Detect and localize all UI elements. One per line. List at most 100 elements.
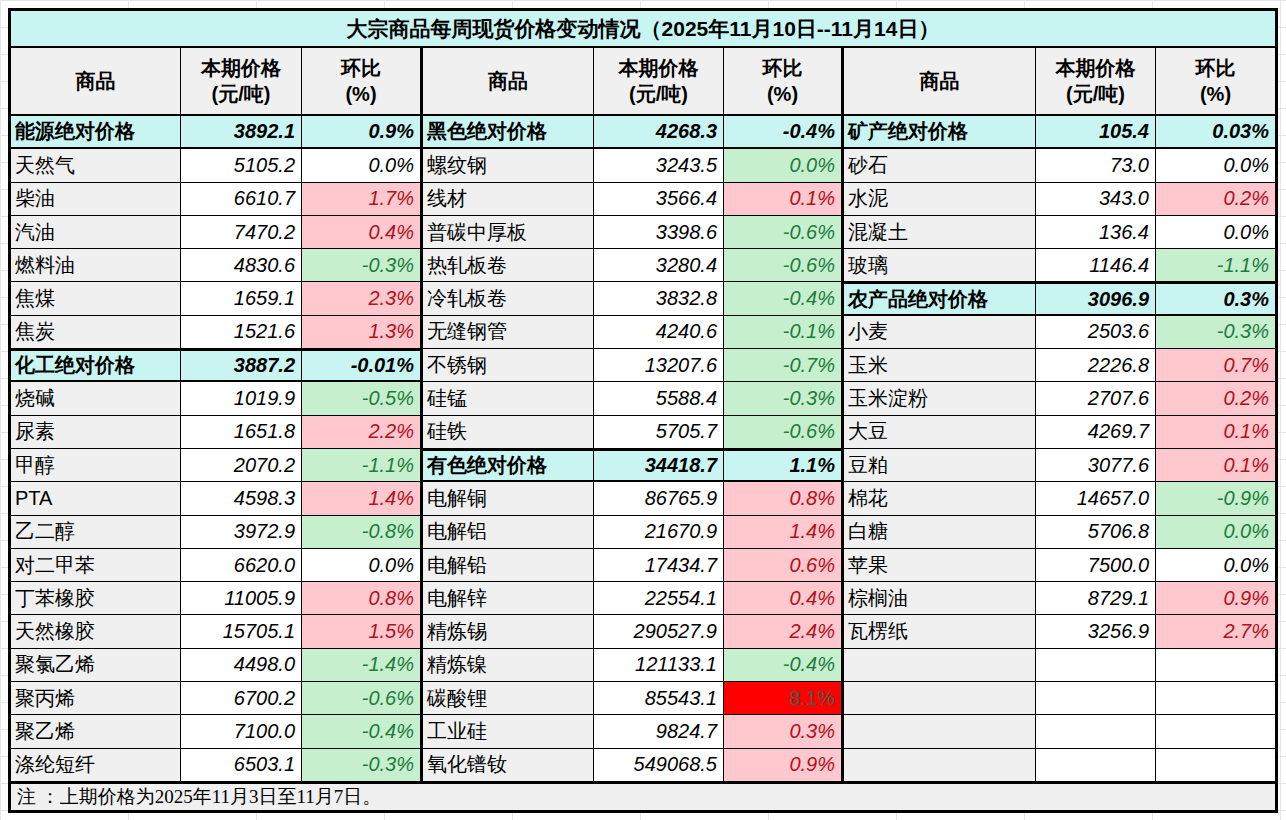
commodity-name-cell[interactable]: 水泥 [844,183,1036,216]
commodity-name-cell[interactable]: 棉花 [844,482,1036,515]
change-cell[interactable]: 0.1% [1156,416,1275,449]
commodity-name-cell[interactable]: 砂石 [844,149,1036,182]
commodity-name-cell[interactable]: 碳酸锂 [423,682,594,715]
commodity-name-cell[interactable]: 尿素 [11,416,181,449]
change-cell[interactable]: -0.01% [302,349,423,382]
price-cell[interactable]: 4498.0 [181,649,302,682]
commodity-name-cell[interactable]: 热轧板卷 [423,249,594,282]
commodity-name-cell[interactable]: 柴油 [11,183,181,216]
price-cell[interactable]: 3566.4 [594,183,724,216]
change-cell[interactable]: 1.3% [302,316,423,349]
commodity-name-cell[interactable]: 有色绝对价格 [423,449,594,482]
change-cell[interactable]: -0.3% [724,382,844,415]
commodity-name-cell[interactable]: 农产品绝对价格 [844,282,1036,315]
price-cell[interactable]: 6620.0 [181,549,302,582]
commodity-name-cell[interactable]: 汽油 [11,216,181,249]
price-cell[interactable]: 4598.3 [181,482,302,515]
change-cell[interactable]: 0.0% [302,549,423,582]
price-cell[interactable]: 2503.6 [1036,316,1156,349]
price-cell[interactable]: 4269.7 [1036,416,1156,449]
price-cell[interactable]: 4240.6 [594,316,724,349]
price-cell[interactable]: 22554.1 [594,582,724,615]
price-cell[interactable]: 5705.7 [594,416,724,449]
change-cell[interactable] [1156,715,1275,748]
price-cell[interactable]: 5706.8 [1036,516,1156,549]
change-cell[interactable]: -0.8% [302,516,423,549]
commodity-name-cell[interactable]: 精炼锡 [423,615,594,648]
change-cell[interactable]: -0.6% [724,416,844,449]
price-cell[interactable]: 1019.9 [181,382,302,415]
price-cell[interactable]: 1521.6 [181,316,302,349]
price-cell[interactable]: 3892.1 [181,116,302,149]
change-cell[interactable]: 0.7% [1156,349,1275,382]
change-cell[interactable]: -0.4% [724,116,844,149]
change-cell[interactable]: 0.0% [1156,149,1275,182]
commodity-name-cell[interactable]: 乙二醇 [11,516,181,549]
price-cell[interactable]: 3077.6 [1036,449,1156,482]
price-cell[interactable]: 3972.9 [181,516,302,549]
change-cell[interactable]: 0.0% [302,149,423,182]
commodity-name-cell[interactable]: 线材 [423,183,594,216]
commodity-name-cell[interactable]: 棕榈油 [844,582,1036,615]
change-cell[interactable]: -1.1% [302,449,423,482]
change-cell[interactable]: -0.1% [724,316,844,349]
price-cell[interactable]: 11005.9 [181,582,302,615]
commodity-name-cell[interactable]: 丁苯橡胶 [11,582,181,615]
price-cell[interactable]: 15705.1 [181,615,302,648]
change-cell[interactable]: 2.2% [302,416,423,449]
price-cell[interactable]: 7100.0 [181,715,302,748]
change-cell[interactable]: 0.0% [1156,216,1275,249]
price-cell[interactable]: 14657.0 [1036,482,1156,515]
change-cell[interactable]: 0.2% [1156,382,1275,415]
change-cell[interactable]: -0.6% [302,682,423,715]
change-cell[interactable]: 2.7% [1156,615,1275,648]
price-cell[interactable]: 3096.9 [1036,282,1156,315]
change-cell[interactable]: 2.4% [724,615,844,648]
price-cell[interactable]: 86765.9 [594,482,724,515]
change-cell[interactable] [1156,682,1275,715]
price-cell[interactable]: 13207.6 [594,349,724,382]
header-change-2[interactable]: 环比 (%) [724,48,844,116]
change-cell[interactable]: -0.6% [724,249,844,282]
commodity-name-cell[interactable]: 电解铜 [423,482,594,515]
change-cell[interactable]: 0.9% [724,749,844,782]
price-cell[interactable]: 73.0 [1036,149,1156,182]
commodity-name-cell[interactable] [844,715,1036,748]
commodity-name-cell[interactable]: 白糖 [844,516,1036,549]
change-cell[interactable]: 1.1% [724,449,844,482]
commodity-name-cell[interactable]: 玻璃 [844,249,1036,282]
change-cell[interactable]: 0.3% [724,715,844,748]
commodity-name-cell[interactable]: 玉米 [844,349,1036,382]
header-price-2[interactable]: 本期价格 (元/吨) [594,48,724,116]
change-cell[interactable]: 0.9% [302,116,423,149]
header-commodity-1[interactable]: 商品 [11,48,181,116]
price-cell[interactable] [1036,649,1156,682]
change-cell[interactable]: -1.1% [1156,249,1275,282]
price-cell[interactable]: 3256.9 [1036,615,1156,648]
price-cell[interactable]: 3398.6 [594,216,724,249]
header-price-3[interactable]: 本期价格 (元/吨) [1036,48,1156,116]
change-cell[interactable]: 0.8% [724,482,844,515]
commodity-name-cell[interactable]: 对二甲苯 [11,549,181,582]
change-cell[interactable]: -0.4% [724,649,844,682]
commodity-name-cell[interactable]: 硅锰 [423,382,594,415]
commodity-name-cell[interactable]: 黑色绝对价格 [423,116,594,149]
price-cell[interactable]: 343.0 [1036,183,1156,216]
change-cell[interactable]: 1.4% [724,516,844,549]
change-cell[interactable]: 1.7% [302,183,423,216]
price-cell[interactable]: 3280.4 [594,249,724,282]
commodity-name-cell[interactable]: 烧碱 [11,382,181,415]
price-cell[interactable]: 7470.2 [181,216,302,249]
price-cell[interactable]: 5105.2 [181,149,302,182]
price-cell[interactable]: 3832.8 [594,282,724,315]
price-cell[interactable]: 290527.9 [594,615,724,648]
commodity-name-cell[interactable]: 电解锌 [423,582,594,615]
commodity-name-cell[interactable]: 焦炭 [11,316,181,349]
change-cell[interactable]: -0.4% [724,282,844,315]
price-cell[interactable]: 4830.6 [181,249,302,282]
commodity-name-cell[interactable]: 聚氯乙烯 [11,649,181,682]
commodity-name-cell[interactable] [844,649,1036,682]
change-cell[interactable]: -0.6% [724,216,844,249]
commodity-name-cell[interactable]: 化工绝对价格 [11,349,181,382]
change-cell[interactable] [1156,749,1275,782]
